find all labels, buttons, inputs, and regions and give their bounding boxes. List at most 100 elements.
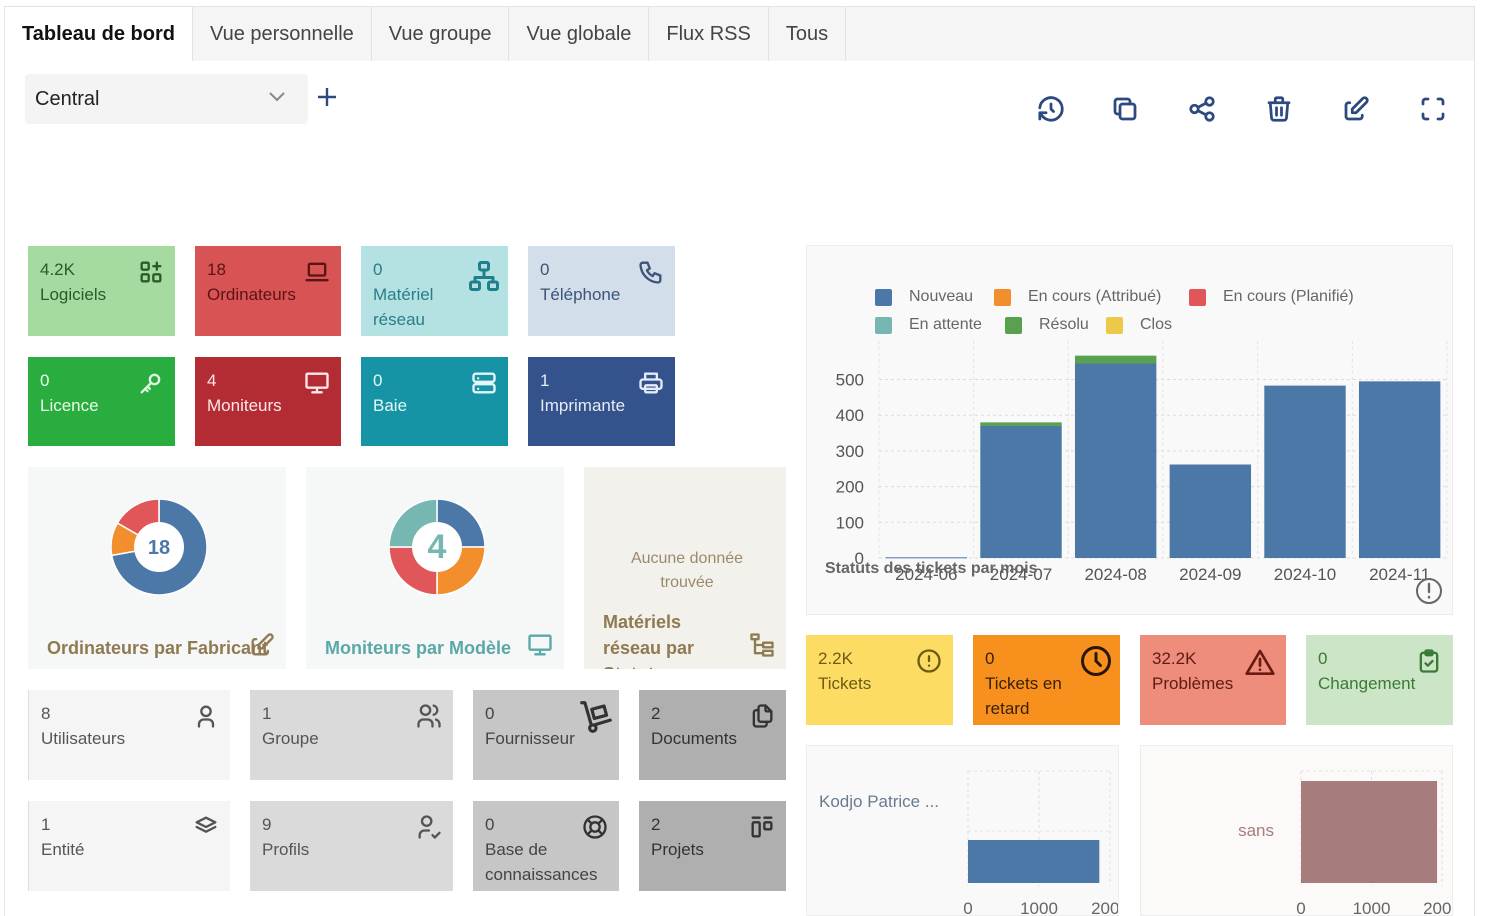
bar-segment[interactable] [1169,464,1252,558]
legend-item[interactable]: En cours (Planifié) [1189,288,1354,306]
bar[interactable] [968,840,1100,883]
donut-chart: 18 [111,499,207,595]
card-projets[interactable]: 2 Projets [639,801,786,891]
bar-segment[interactable] [885,557,968,559]
legend-item[interactable]: Clos [1106,316,1172,334]
x-tick-label: 2024-06 [895,565,957,584]
y-tick-label: 400 [836,406,864,425]
card-label: Licence [40,396,99,415]
card-count: 18 [207,260,226,279]
card-count: 4.2K [40,260,75,279]
card-telephone[interactable]: 0 Téléphone [528,246,675,336]
legend-item[interactable]: Nouveau [875,288,973,306]
tab-vue-personnelle[interactable]: Vue personnelle [192,7,372,61]
legend-swatch [1005,316,1022,334]
monitor-icon[interactable] [526,631,554,659]
tab-flux-rss[interactable]: Flux RSS [649,7,769,61]
y-tick-label: 200 [836,478,864,497]
card-logiciels[interactable]: 4.2K Logiciels [28,246,175,336]
tab-tous[interactable]: Tous [768,7,847,61]
legend-item[interactable]: Résolu [1005,316,1089,334]
card-label: Imprimante [540,396,626,415]
card-count: 9 [262,815,272,834]
card-fournisseur[interactable]: 0 Fournisseur [473,690,619,780]
tab-tableau-de-bord[interactable]: Tableau de bord [5,7,193,61]
legend-label: Nouveau [909,288,974,305]
x-tick-label: 2024-08 [1084,565,1146,584]
card-groupe[interactable]: 1 Groupe [250,690,453,780]
laptop-icon [303,258,331,286]
card-changement[interactable]: 0 Changement [1306,635,1453,725]
info-icon[interactable] [1416,578,1442,604]
card-profils[interactable]: 9 Profils [250,801,453,891]
fullscreen-button[interactable] [1416,92,1450,126]
card-problemes[interactable]: 32.2K Problèmes [1140,635,1286,725]
x-tick-label: 0 [1296,899,1305,916]
legend-swatch [875,316,892,334]
legend-label: En cours (Attribué) [1028,288,1162,305]
y-tick-label: 0 [855,549,864,568]
donut-total: 18 [148,537,170,559]
bar[interactable] [1301,781,1438,883]
dolly-icon [577,698,615,736]
edit-icon [1344,96,1369,121]
chart-title: Statuts des tickets par mois [825,560,1038,577]
card-utilisateurs[interactable]: 8 Utilisateurs [28,690,230,780]
widget-materiels-reseau-par-statut: Aucune donnée trouvée Matériels réseau p… [584,467,786,669]
card-tickets-en-retard[interactable]: 0 Tickets en retard [973,635,1120,725]
card-label: Matériel réseau [373,285,434,329]
share-icon [1189,96,1215,122]
legend-item[interactable]: En cours (Attribué) [994,288,1161,306]
tree-icon[interactable] [748,631,776,659]
card-imprimante[interactable]: 1 Imprimante [528,357,675,446]
bar-segment[interactable] [980,422,1062,426]
history-button[interactable] [1034,92,1068,126]
y-tick-label: 100 [836,513,864,532]
card-ordinateurs[interactable]: 18 Ordinateurs [195,246,341,336]
card-tickets[interactable]: 2.2K Tickets [806,635,953,725]
tab-vue-globale[interactable]: Vue globale [509,7,650,61]
clipboard-check-icon [1415,647,1443,675]
card-moniteurs[interactable]: 4 Moniteurs [195,357,341,446]
x-tick-label: 1000 [1353,899,1391,916]
card-count: 0 [985,649,995,668]
widget-title: Matériels réseau par Statut [603,612,695,669]
bar-segment[interactable] [1358,381,1441,558]
x-tick-label: 2024-09 [1179,565,1241,584]
legend-item[interactable]: En attente [875,316,982,334]
card-label: Groupe [262,729,319,748]
category-label: Kodjo Patrice ... [819,792,939,811]
x-tick-label: 2024-07 [990,565,1052,584]
bar-segment[interactable] [1074,355,1157,364]
stack-icon [192,813,220,841]
card-label: Tickets en retard [985,674,1062,718]
bar-segment[interactable] [980,425,1062,558]
legend-swatch [994,288,1011,306]
bar-segment[interactable] [1264,385,1346,558]
share-button[interactable] [1185,92,1219,126]
card-documents[interactable]: 2 Documents [639,690,786,780]
add-dashboard-button[interactable] [316,86,338,108]
tab-vue-groupe[interactable]: Vue groupe [371,7,510,61]
card-entite[interactable]: 1 Entité [28,801,230,891]
clone-button[interactable] [1108,92,1142,126]
card-base-de-connaissances[interactable]: 0 Base de connaissances [473,801,619,891]
legend-label: Clos [1140,316,1173,333]
dashboard-select[interactable]: Central [25,74,308,124]
clock-icon [1078,643,1114,679]
legend-swatch [1189,288,1206,306]
card-licence[interactable]: 0 Licence [28,357,175,446]
edit-button[interactable] [1339,92,1373,126]
card-label: Profils [262,840,310,859]
chevron-down-icon [269,92,285,102]
edit-icon[interactable] [248,631,276,659]
x-tick-label: 1000 [1020,899,1058,916]
warning-icon [1244,647,1276,679]
card-baie[interactable]: 0 Baie [361,357,508,446]
card-label: Entité [41,840,85,859]
donut-chart: 4 [389,499,485,595]
card-materiel-reseau[interactable]: 0 Matériel réseau [361,246,508,336]
bar-segment[interactable] [1074,363,1157,558]
delete-button[interactable] [1262,92,1296,126]
